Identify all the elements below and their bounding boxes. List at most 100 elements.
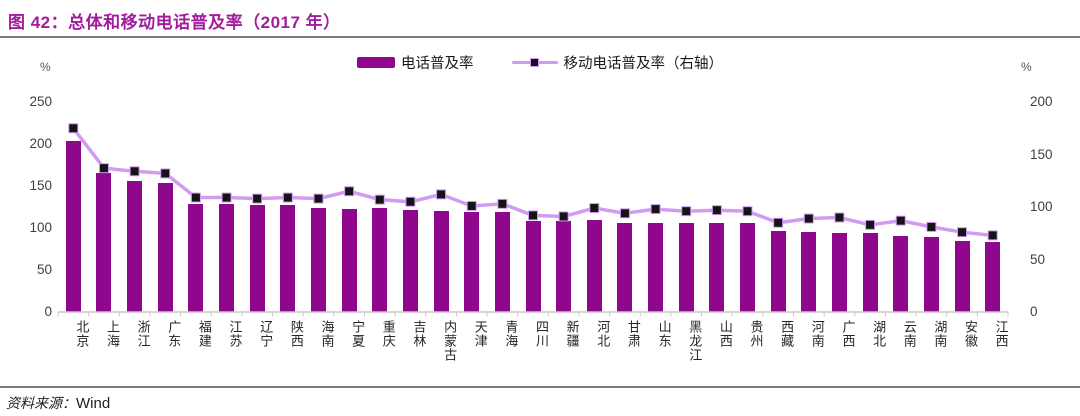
marker-广西 (834, 212, 845, 223)
x-axis-label-湖北: 湖北 (871, 320, 887, 348)
source-label: 资料来源： (6, 397, 76, 412)
marker-江西 (987, 230, 998, 241)
marker-山东 (650, 204, 661, 215)
bar-吉林 (402, 209, 418, 312)
bar-新疆 (556, 221, 572, 312)
legend-item-telephone: 电话普及率 (357, 52, 474, 73)
marker-福建 (190, 192, 201, 203)
left-axis-tick-label: 0 (44, 304, 52, 319)
x-axis-label-宁夏: 宁夏 (350, 320, 366, 348)
bar-西藏 (770, 230, 786, 312)
bar-湖北 (862, 233, 878, 312)
right-axis-tick-label: 100 (1030, 199, 1053, 214)
marker-吉林 (405, 196, 416, 207)
x-axis-labels: 北京 上海 浙江 广东 福建 江苏 辽宁 陕西 海南 宁夏 重庆 吉林 内蒙古 天津 青海 四川 新疆 河北 甘肃山… (58, 320, 1008, 384)
bar-广西 (831, 233, 847, 312)
bar-浙江 (127, 180, 143, 312)
marker-黑龙江 (681, 206, 692, 217)
legend-item-mobile: 移动电话普及率（右轴） (511, 52, 724, 73)
x-axis-label-江苏: 江苏 (227, 320, 243, 348)
x-axis-label-内蒙古: 内蒙古 (442, 320, 458, 362)
marker-河北 (589, 203, 600, 214)
x-axis-label-上海: 上海 (104, 320, 120, 348)
bar-swatch-icon (357, 56, 395, 68)
bottom-divider (0, 386, 1080, 388)
right-axis-tick-label: 0 (1030, 304, 1038, 319)
marker-海南 (313, 193, 324, 204)
bar-内蒙古 (433, 211, 449, 312)
source-line: 资料来源：Wind (6, 393, 110, 413)
x-axis-label-广西: 广西 (840, 320, 856, 348)
bar-上海 (96, 173, 112, 312)
x-axis-label-重庆: 重庆 (380, 320, 396, 348)
x-axis-label-福建: 福建 (196, 320, 212, 348)
marker-云南 (895, 215, 906, 226)
x-axis-label-辽宁: 辽宁 (258, 320, 274, 348)
chart-section: 电话普及率 移动电话普及率（右轴） % % 250 200 150 100 50 0 20… (0, 38, 1080, 416)
marker-内蒙古 (436, 189, 447, 200)
marker-安徽 (957, 227, 968, 238)
marker-陕西 (282, 192, 293, 203)
marker-湖北 (865, 219, 876, 230)
x-axis-label-浙江: 浙江 (135, 320, 151, 348)
bar-山东 (648, 222, 664, 312)
marker-青海 (497, 198, 508, 209)
x-axis-label-海南: 海南 (319, 320, 335, 348)
marker-浙江 (129, 166, 140, 177)
bar-广东 (157, 183, 173, 312)
marker-江苏 (221, 192, 232, 203)
x-axis-label-云南: 云南 (901, 320, 917, 348)
bar-河北 (586, 220, 602, 312)
x-axis-label-贵州: 贵州 (748, 320, 764, 348)
x-axis-label-河北: 河北 (595, 320, 611, 348)
marker-四川 (528, 210, 538, 221)
marker-广东 (160, 168, 171, 179)
marker-河南 (803, 213, 814, 224)
bar-宁夏 (341, 208, 357, 312)
figure-header: 图 42：总体和移动电话普及率（2017 年） (0, 0, 1080, 38)
bar-四川 (525, 221, 541, 312)
plot-area (57, 102, 1009, 317)
bar-青海 (494, 212, 510, 312)
left-axis-tick-label: 50 (36, 262, 52, 277)
source-value: Wind (76, 395, 111, 412)
x-axis-label-天津: 天津 (472, 320, 488, 348)
marker-北京 (68, 123, 79, 134)
legend-label-mobile: 移动电话普及率（右轴） (563, 55, 724, 72)
bar-黑龙江 (678, 222, 694, 312)
left-axis-unit: % (40, 60, 51, 74)
x-axis-label-四川: 四川 (534, 320, 549, 348)
x-axis-label-北京: 北京 (74, 320, 90, 348)
bar-辽宁 (249, 205, 265, 312)
bar-天津 (464, 212, 480, 312)
line-series-overlay (57, 123, 1009, 317)
bar-江苏 (219, 204, 235, 312)
marker-上海 (98, 163, 109, 174)
bar-江西 (985, 242, 1001, 312)
marker-天津 (466, 200, 477, 211)
left-axis-tick-label: 250 (29, 94, 52, 109)
x-axis-label-吉林: 吉林 (411, 320, 427, 348)
x-axis-label-山东: 山东 (656, 320, 672, 348)
bar-北京 (65, 140, 81, 312)
bar-陕西 (280, 205, 296, 312)
right-axis-tick-label: 50 (1030, 251, 1046, 267)
x-axis-label-安徽: 安徽 (963, 320, 979, 348)
marker-贵州 (742, 206, 753, 217)
marker-湖南 (926, 221, 937, 232)
figure-title: 图 42：总体和移动电话普及率（2017 年） (8, 13, 341, 32)
marker-新疆 (558, 211, 569, 222)
x-axis-label-甘肃: 甘肃 (625, 320, 641, 348)
bar-云南 (893, 235, 909, 312)
marker-重庆 (374, 194, 385, 205)
x-axis-label-广东: 广东 (166, 320, 182, 348)
left-axis-tick-label: 100 (29, 220, 52, 235)
marker-西藏 (773, 217, 784, 228)
bar-河南 (801, 232, 817, 312)
bar-海南 (310, 207, 326, 312)
bar-重庆 (372, 207, 388, 312)
legend-label-telephone: 电话普及率 (401, 55, 474, 72)
x-axis-label-江西: 江西 (993, 320, 1009, 348)
right-axis-tick-label: 150 (1030, 146, 1053, 162)
x-axis-label-河南: 河南 (809, 320, 825, 348)
